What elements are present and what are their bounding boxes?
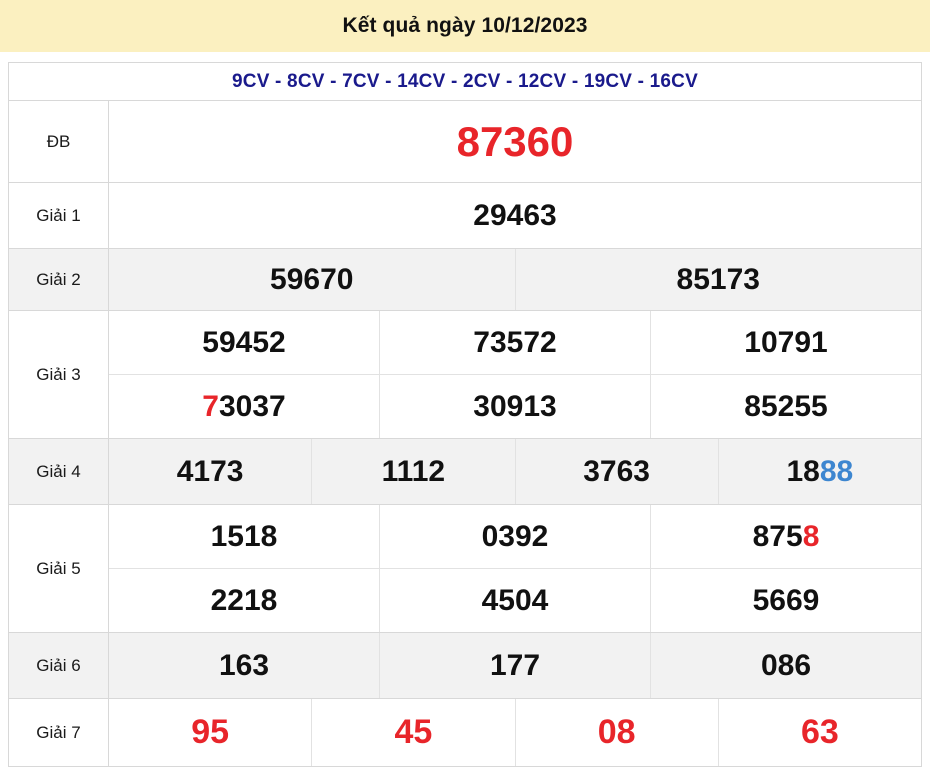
- province-code-row: 9CV - 8CV - 7CV - 14CV - 2CV - 12CV - 19…: [9, 63, 921, 101]
- prize-values: 59452 73572 10791 7 3037 30913 85255: [109, 311, 921, 438]
- prize-label: Giải 5: [9, 505, 109, 632]
- prize-number[interactable]: 1112: [312, 439, 516, 504]
- prize-value-line: 2218 4504 5669: [109, 568, 921, 632]
- prize-row: Giải 2 59670 85173: [9, 249, 921, 311]
- prize-number[interactable]: 4173: [109, 439, 313, 504]
- prize-number-segment: 1112: [381, 454, 446, 488]
- prize-number-segment: 8: [802, 519, 820, 553]
- prize-number-segment: 4504: [481, 583, 549, 617]
- prize-number[interactable]: 29463: [109, 183, 921, 248]
- prize-values: 87360: [109, 101, 921, 182]
- prize-number[interactable]: 85255: [651, 375, 921, 438]
- prize-number-segment: 18: [786, 454, 820, 488]
- prize-value-line: 29463: [109, 183, 921, 248]
- prize-number-segment: 3037: [218, 389, 286, 423]
- prize-row: ĐB 87360: [9, 101, 921, 183]
- prize-number[interactable]: 4504: [380, 569, 651, 632]
- province-code-list: 9CV - 8CV - 7CV - 14CV - 2CV - 12CV - 19…: [232, 70, 698, 92]
- prize-label: Giải 4: [9, 439, 109, 504]
- prize-number[interactable]: 163: [109, 633, 380, 698]
- prize-number-segment: 08: [597, 713, 636, 751]
- prize-number[interactable]: 7 3037: [109, 375, 380, 438]
- prize-number-segment: 2218: [210, 583, 278, 617]
- results-table: 9CV - 8CV - 7CV - 14CV - 2CV - 12CV - 19…: [8, 62, 922, 767]
- prize-number-segment: 086: [760, 648, 812, 682]
- prize-number[interactable]: 08: [516, 699, 719, 766]
- prize-number[interactable]: 95: [109, 699, 313, 766]
- prize-number-segment: 30913: [473, 389, 557, 423]
- prize-number-segment: 1518: [210, 519, 278, 553]
- prize-values: 4173 1112 3763 18 88: [109, 439, 921, 504]
- prize-label: Giải 1: [9, 183, 109, 248]
- prize-number[interactable]: 59452: [109, 311, 380, 374]
- prize-number[interactable]: 10791: [651, 311, 921, 374]
- prize-number[interactable]: 1518: [109, 505, 380, 568]
- prize-value-line: 1518 0392 875 8: [109, 505, 921, 568]
- prize-label: Giải 7: [9, 699, 109, 766]
- prize-number[interactable]: 0392: [380, 505, 651, 568]
- prize-number[interactable]: 30913: [380, 375, 651, 438]
- prize-value-line: 7 3037 30913 85255: [109, 374, 921, 438]
- prize-number[interactable]: 18 88: [719, 439, 921, 504]
- prize-number-segment: 88: [819, 454, 854, 488]
- prize-number-segment: 875: [752, 519, 803, 553]
- prize-values: 1518 0392 875 8 2218 4504 5669: [109, 505, 921, 632]
- prize-value-line: 163 177 086: [109, 633, 921, 698]
- prize-number-segment: 59452: [202, 325, 286, 359]
- prize-label: Giải 6: [9, 633, 109, 698]
- page-title: Kết quả ngày 10/12/2023: [342, 14, 588, 37]
- prize-label: Giải 3: [9, 311, 109, 438]
- prize-values: 29463: [109, 183, 921, 248]
- prize-number-segment: 0392: [481, 519, 549, 553]
- prize-number[interactable]: 3763: [516, 439, 719, 504]
- prize-number-segment: 5669: [752, 583, 820, 617]
- prize-values: 59670 85173: [109, 249, 921, 310]
- prize-number-segment: 3763: [583, 454, 650, 488]
- prize-values: 95 45 08 63: [109, 699, 921, 766]
- prize-number[interactable]: 2218: [109, 569, 380, 632]
- prize-number[interactable]: 85173: [516, 249, 922, 310]
- prize-number-segment: 45: [394, 713, 433, 751]
- prize-number[interactable]: 5669: [651, 569, 921, 632]
- prize-number-segment: 87360: [456, 117, 574, 165]
- prize-number[interactable]: 59670: [109, 249, 516, 310]
- prize-label: Giải 2: [9, 249, 109, 310]
- prize-number-segment: 59670: [270, 262, 354, 296]
- prize-number[interactable]: 875 8: [651, 505, 921, 568]
- prize-value-line: 87360: [109, 101, 921, 182]
- prize-number[interactable]: 63: [719, 699, 921, 766]
- prize-row: Giải 1 29463: [9, 183, 921, 249]
- prize-number-segment: 63: [800, 713, 839, 751]
- prize-row: Giải 5 1518 0392 875 8 2218 4504 5669: [9, 505, 921, 633]
- prize-number-segment: 85173: [676, 262, 760, 296]
- prize-number-segment: 163: [218, 648, 270, 682]
- prize-values: 163 177 086: [109, 633, 921, 698]
- prize-number[interactable]: 45: [312, 699, 516, 766]
- page-header-banner: Kết quả ngày 10/12/2023: [0, 0, 930, 52]
- prize-value-line: 59452 73572 10791: [109, 311, 921, 374]
- prize-number[interactable]: 73572: [380, 311, 651, 374]
- prize-number[interactable]: 177: [380, 633, 651, 698]
- prize-value-line: 59670 85173: [109, 249, 921, 310]
- prize-number[interactable]: 086: [651, 633, 921, 698]
- prize-label: ĐB: [9, 101, 109, 182]
- prize-number-segment: 95: [191, 713, 230, 751]
- prize-number-segment: 85255: [744, 389, 828, 423]
- prize-row: Giải 4 4173 1112 3763 18 88: [9, 439, 921, 505]
- prize-row: Giải 3 59452 73572 10791 7 3037 30913 85255: [9, 311, 921, 439]
- prize-number[interactable]: 87360: [109, 101, 921, 182]
- prize-value-line: 95 45 08 63: [109, 699, 921, 766]
- prize-row: Giải 7 95 45 08 63: [9, 699, 921, 767]
- prize-number-segment: 4173: [176, 454, 244, 488]
- prize-row: Giải 6 163 177 086: [9, 633, 921, 699]
- prize-value-line: 4173 1112 3763 18 88: [109, 439, 921, 504]
- prize-rows-container: ĐB 87360 Giải 1 29463 Giải 2 59670 85173 Giải 3…: [9, 101, 921, 767]
- prize-number-segment: 29463: [473, 198, 557, 232]
- prize-number-segment: 7: [202, 389, 219, 423]
- prize-number-segment: 177: [489, 648, 541, 682]
- prize-number-segment: 10791: [744, 325, 828, 359]
- prize-number-segment: 73572: [473, 325, 557, 359]
